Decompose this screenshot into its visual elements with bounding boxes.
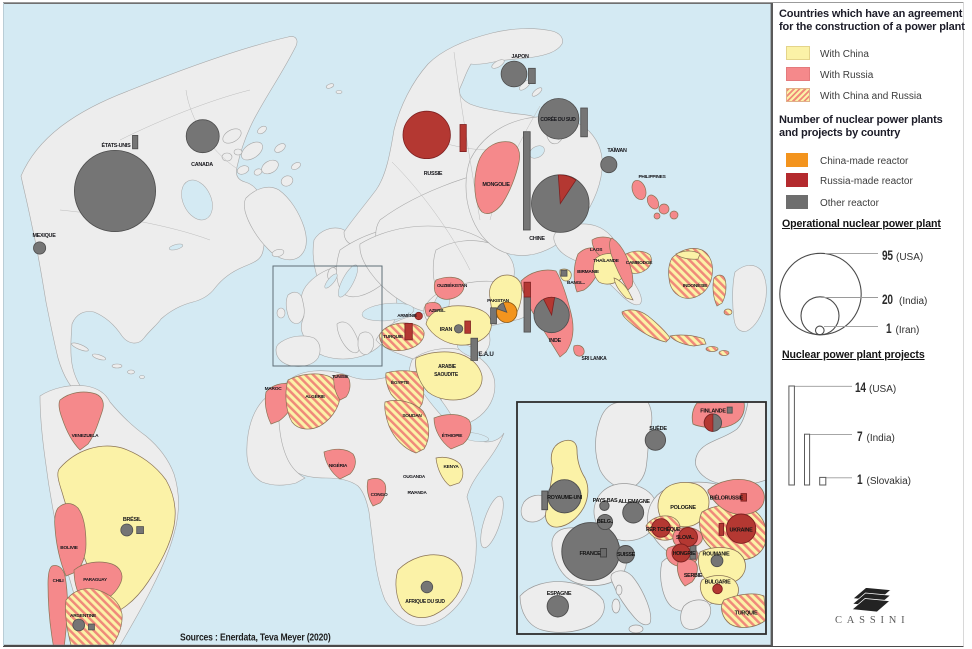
svg-text:MAROC: MAROC (265, 386, 283, 392)
svg-text:ARABIE: ARABIE (438, 364, 457, 370)
svg-text:RUSSIE: RUSSIE (424, 171, 443, 177)
svg-text:ÉTHIOPIE: ÉTHIOPIE (442, 431, 463, 439)
svg-text:BRÉSIL: BRÉSIL (123, 515, 142, 523)
svg-text:CANADA: CANADA (191, 162, 213, 168)
svg-text:SOUDAN: SOUDAN (402, 413, 422, 419)
svg-text:PARAGUAY: PARAGUAY (83, 577, 107, 582)
svg-text:ALGÉRIE: ALGÉRIE (305, 392, 326, 400)
svg-text:HONGRIE: HONGRIE (673, 551, 696, 557)
svg-text:MEXIQUE: MEXIQUE (32, 233, 56, 239)
svg-text:TURQUIE: TURQUIE (735, 611, 758, 617)
svg-text:NIGÉRIA: NIGÉRIA (329, 461, 348, 469)
svg-text:ARMÉNIE: ARMÉNIE (397, 311, 417, 318)
svg-text:BELG..: BELG.. (597, 519, 614, 525)
svg-text:PAKISTAN: PAKISTAN (487, 298, 510, 304)
svg-text:THAÏLANDE: THAÏLANDE (593, 257, 620, 264)
svg-text:MONGOLIE: MONGOLIE (482, 182, 510, 188)
svg-text:FINLANDE: FINLANDE (700, 409, 726, 415)
svg-text:INDE: INDE (549, 338, 562, 344)
svg-text:TUNISIE: TUNISIE (332, 374, 349, 379)
svg-text:IRAN: IRAN (440, 327, 453, 333)
svg-text:CONGO: CONGO (371, 492, 388, 498)
svg-text:RÉP. TCHÈQUE: RÉP. TCHÈQUE (646, 525, 681, 533)
svg-text:BIRMANIE: BIRMANIE (577, 269, 600, 275)
svg-text:LAOS: LAOS (590, 247, 603, 253)
svg-text:CHINE: CHINE (529, 236, 545, 242)
svg-text:POLOGNE: POLOGNE (670, 505, 696, 511)
svg-text:ALLEMAGNE: ALLEMAGNE (618, 499, 650, 505)
svg-text:SUISSE: SUISSE (617, 552, 636, 558)
svg-text:UKRAINE: UKRAINE (730, 528, 754, 534)
svg-text:ÉTATS-UNIS: ÉTATS-UNIS (101, 141, 131, 149)
svg-text:SUÈDE: SUÈDE (649, 424, 667, 432)
svg-text:PAYS-BAS: PAYS-BAS (593, 498, 618, 504)
svg-text:ROYAUME-UNI: ROYAUME-UNI (547, 495, 583, 501)
svg-text:INDONÉSIE: INDONÉSIE (683, 281, 708, 289)
svg-text:ARGENTINE: ARGENTINE (70, 613, 97, 619)
svg-text:RWANDA: RWANDA (407, 490, 427, 495)
svg-text:JAPON: JAPON (511, 54, 529, 60)
svg-text:AZERB..: AZERB.. (429, 308, 446, 313)
svg-text:ROUMANIE: ROUMANIE (703, 552, 731, 558)
svg-text:CAMBODGE: CAMBODGE (626, 260, 654, 266)
svg-text:VENEZUELA: VENEZUELA (72, 433, 100, 439)
svg-text:KENYA: KENYA (443, 464, 459, 470)
svg-text:ÉGYPTE: ÉGYPTE (391, 378, 410, 386)
svg-text:BANGL..: BANGL.. (567, 280, 585, 286)
svg-text:CORÉE DU SUD: CORÉE DU SUD (540, 115, 576, 123)
svg-text:SERBIE: SERBIE (684, 573, 703, 579)
svg-text:BIÉLORUSSIE: BIÉLORUSSIE (710, 494, 744, 502)
svg-text:OUZBÉKISTAN: OUZBÉKISTAN (437, 281, 468, 288)
svg-text:SRI LANKA: SRI LANKA (582, 356, 608, 362)
svg-text:AFRIQUE DU SUD: AFRIQUE DU SUD (405, 599, 445, 605)
svg-text:BULGARIE: BULGARIE (705, 580, 731, 586)
svg-text:PHILIPPINES: PHILIPPINES (638, 174, 666, 180)
svg-text:ESPAGNE: ESPAGNE (547, 591, 572, 597)
svg-text:TURQUIE: TURQUIE (383, 334, 404, 340)
svg-text:TAÏWAN: TAÏWAN (607, 147, 627, 154)
svg-text:BOLIVIE: BOLIVIE (60, 545, 78, 551)
svg-text:Sources : Enerdata, Teva Meyer: Sources : Enerdata, Teva Meyer (2020) (180, 632, 331, 644)
svg-text:E.A.U: E.A.U (478, 351, 494, 358)
svg-text:SAOUDITE: SAOUDITE (434, 372, 459, 378)
svg-text:SLOVA..: SLOVA.. (676, 535, 695, 541)
svg-text:CHILI: CHILI (53, 578, 64, 583)
svg-text:FRANCE: FRANCE (579, 551, 601, 557)
svg-text:OUGANDA: OUGANDA (403, 474, 426, 479)
